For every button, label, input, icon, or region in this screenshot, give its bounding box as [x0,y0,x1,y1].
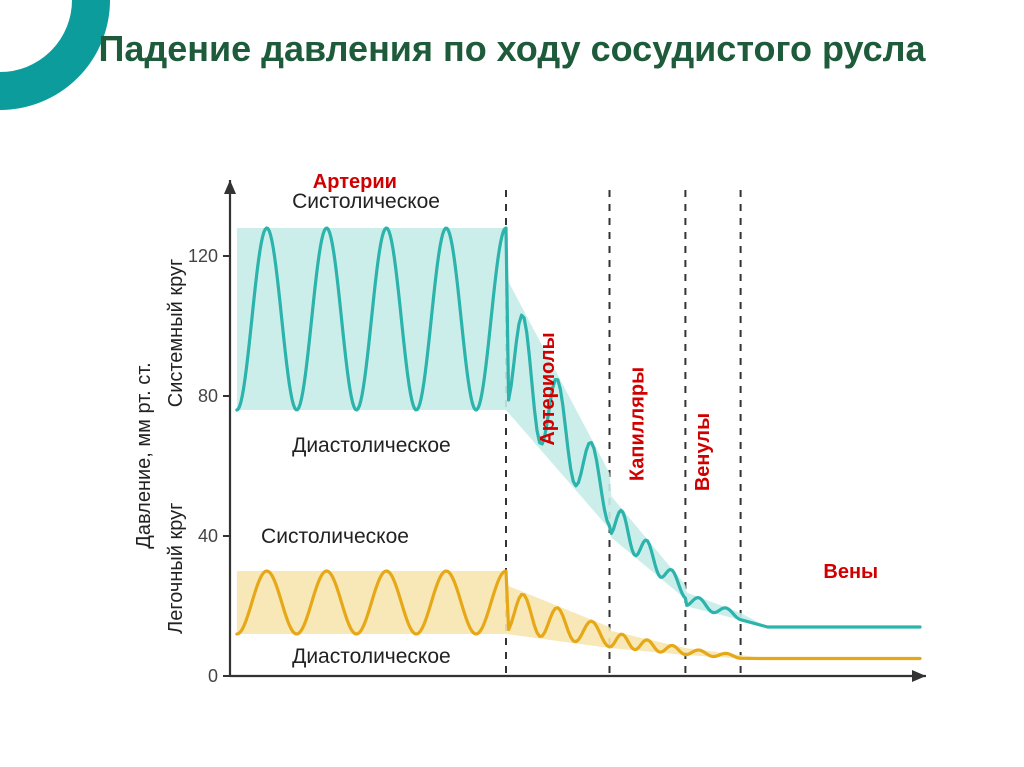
ylabel-pressure: Давление, мм рт. ст. [133,362,155,548]
slide: Падение давления по ходу сосудистого рус… [0,0,1024,767]
label-arteries: Артерии [313,171,397,193]
label-veins: Вены [823,561,878,583]
ylabel-systemic: Системный круг [165,259,187,408]
ytick-label: 40 [198,526,218,546]
ytick-label: 120 [188,246,218,266]
ylabel-pulmonary: Легочный круг [165,503,187,634]
label-diastolic-pulmonary: Диастолическое [292,645,451,668]
page-title: Падение давления по ходу сосудистого рус… [0,26,1024,71]
label-capillaries: Капилляры [626,367,648,481]
ytick-label: 0 [208,666,218,686]
pressure-chart: 0 40 80 120 Систолическое Диастолическое Систо… [120,150,940,730]
label-venules: Венулы [692,413,714,491]
label-systolic-systemic: Систолическое [292,190,440,213]
label-diastolic-systemic: Диастолическое [292,434,451,457]
label-arterioles: Артериолы [537,332,559,445]
ytick-label: 80 [198,386,218,406]
label-systolic-pulmonary: Систолическое [261,525,409,548]
